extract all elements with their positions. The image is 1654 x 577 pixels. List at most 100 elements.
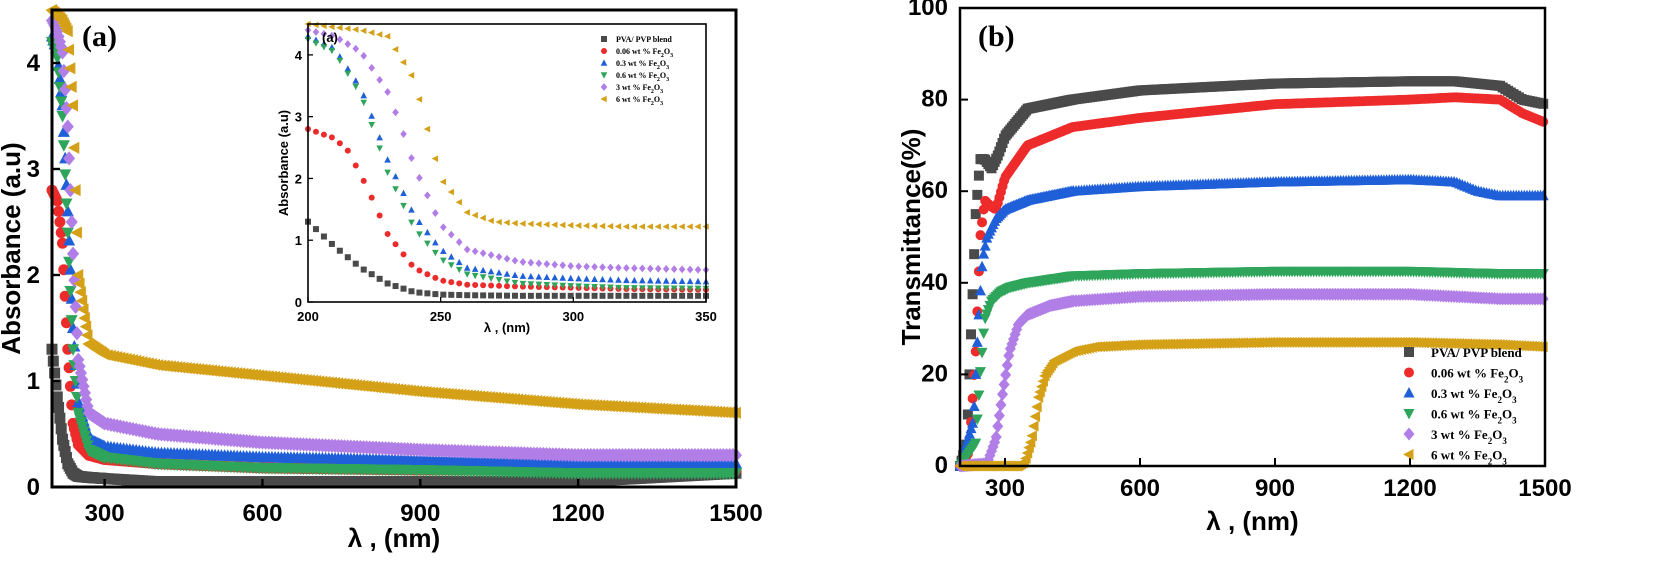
series-1-point-21 (472, 281, 479, 288)
series-4-point-2 (320, 29, 328, 38)
series-3-point-16 (66, 344, 80, 356)
series-5-point-21 (471, 211, 478, 219)
series-4-point-1 (312, 28, 320, 36)
panel-label: (a) (322, 30, 338, 45)
legend-label-4: 3 wt % Fe2O3 (1431, 427, 1507, 446)
series-5-point-49 (1031, 401, 1042, 413)
series-3 (304, 36, 710, 293)
y-tick-label: 20 (921, 360, 948, 387)
series-4-point-28 (527, 258, 535, 267)
series-4-point-13 (63, 151, 76, 166)
series-3-point-13 (974, 367, 986, 378)
series-3-point-48 (686, 285, 694, 292)
x-tick-label: 1500 (709, 500, 762, 527)
series-5-point-47 (1028, 420, 1039, 432)
series-3-point-29 (535, 281, 543, 288)
series-2-point-10 (970, 368, 982, 379)
series-5-point-17 (67, 141, 80, 154)
series-4-point-47 (678, 265, 686, 274)
series-3-point-40 (623, 285, 630, 292)
series-0-point-6 (352, 260, 359, 267)
series-1-point-15 (66, 399, 78, 411)
series-3-point-3 (328, 47, 336, 55)
series-0-point-9 (376, 275, 383, 282)
panel-label: (b) (978, 20, 1015, 53)
series-5-point-31 (551, 221, 558, 229)
series-3-point-22 (479, 274, 487, 281)
x-tick-label: 350 (695, 309, 717, 324)
series-0-point-11 (392, 283, 399, 290)
series-2-point-13 (408, 206, 415, 213)
series-3-point-36 (591, 283, 598, 291)
series-3-point-7 (360, 99, 368, 107)
series-4-point-25 (503, 254, 511, 263)
series-0-point-17 (440, 291, 447, 298)
series-4-point-11 (60, 100, 73, 116)
series-0-point-49 (695, 292, 702, 299)
series-5-point-46 (1026, 430, 1037, 442)
series-3-point-10 (384, 169, 391, 176)
series-5-point-20 (71, 268, 84, 282)
series-1-point-8 (368, 194, 375, 201)
series-5-point-48 (1029, 411, 1041, 423)
series-3-point-25 (503, 278, 511, 285)
series-2-point-6 (963, 427, 975, 439)
plot-frame (307, 23, 707, 303)
series-4-point-36 (591, 263, 598, 271)
series-0-point-10 (970, 209, 981, 220)
series-3-point-15 (65, 315, 78, 327)
series-3-point-23 (487, 275, 495, 282)
y-axis-title: Absorbance (a.u) (0, 142, 26, 354)
series-5-point-40 (622, 223, 630, 230)
series-3-point-38 (607, 284, 614, 291)
series-4-point-40 (623, 264, 630, 272)
series-0-point-9 (969, 249, 980, 260)
series-5-point-18 (69, 184, 81, 197)
series-3 (45, 36, 743, 480)
series-1-point-24 (496, 282, 503, 289)
series-2-point-48 (686, 277, 694, 285)
series-1-point-26 (511, 283, 518, 290)
series-2-point-14 (64, 263, 77, 275)
series-0 (305, 218, 709, 299)
series-3-point-9 (376, 145, 383, 152)
series-0 (46, 343, 742, 488)
series-5-point-24 (495, 218, 502, 226)
series-2-point-23 (487, 268, 495, 275)
y-axis-ticks: 0 20 40 60 80 100 (908, 0, 968, 479)
series-0-point-12 (973, 170, 984, 181)
series-4-point-39 (615, 263, 622, 272)
series-5-point-11 (391, 46, 399, 53)
x-tick-label: 600 (242, 500, 282, 527)
series-4-point-21 (471, 247, 479, 256)
series-3-point-30 (543, 282, 551, 289)
series-5-point-48 (686, 223, 693, 230)
series-0-point-39 (615, 292, 622, 299)
legend-marker-4 (600, 83, 608, 91)
x-tick-label: 900 (1255, 475, 1295, 502)
series-2-point-28 (527, 272, 535, 280)
series-1-point-18 (448, 279, 455, 286)
y-tick-label: 1 (295, 233, 302, 248)
series-0-point-22 (480, 292, 487, 299)
series-5-point-13 (407, 71, 415, 79)
series-3-point-45 (662, 285, 670, 292)
series-4-point-4 (336, 35, 344, 44)
series-0-point-36 (591, 292, 598, 299)
series-3-point-11 (60, 198, 73, 211)
series-1-point-19 (456, 280, 463, 287)
series-2-point-36 (591, 275, 598, 282)
series-3-point-20 (463, 271, 471, 278)
series-4-point-30 (1001, 358, 1013, 372)
series-4-point-34 (575, 262, 582, 271)
series-3-point-46 (670, 285, 678, 292)
series-5-point-12 (399, 59, 407, 66)
series-5-point-20 (463, 209, 470, 216)
legend-marker-3 (600, 72, 608, 79)
series-4-point-41 (631, 264, 638, 273)
series-5-point-37 (598, 222, 606, 230)
series-1-point-6 (352, 162, 359, 169)
series-1-point-7 (360, 177, 367, 184)
series-5-point-44 (654, 223, 661, 230)
